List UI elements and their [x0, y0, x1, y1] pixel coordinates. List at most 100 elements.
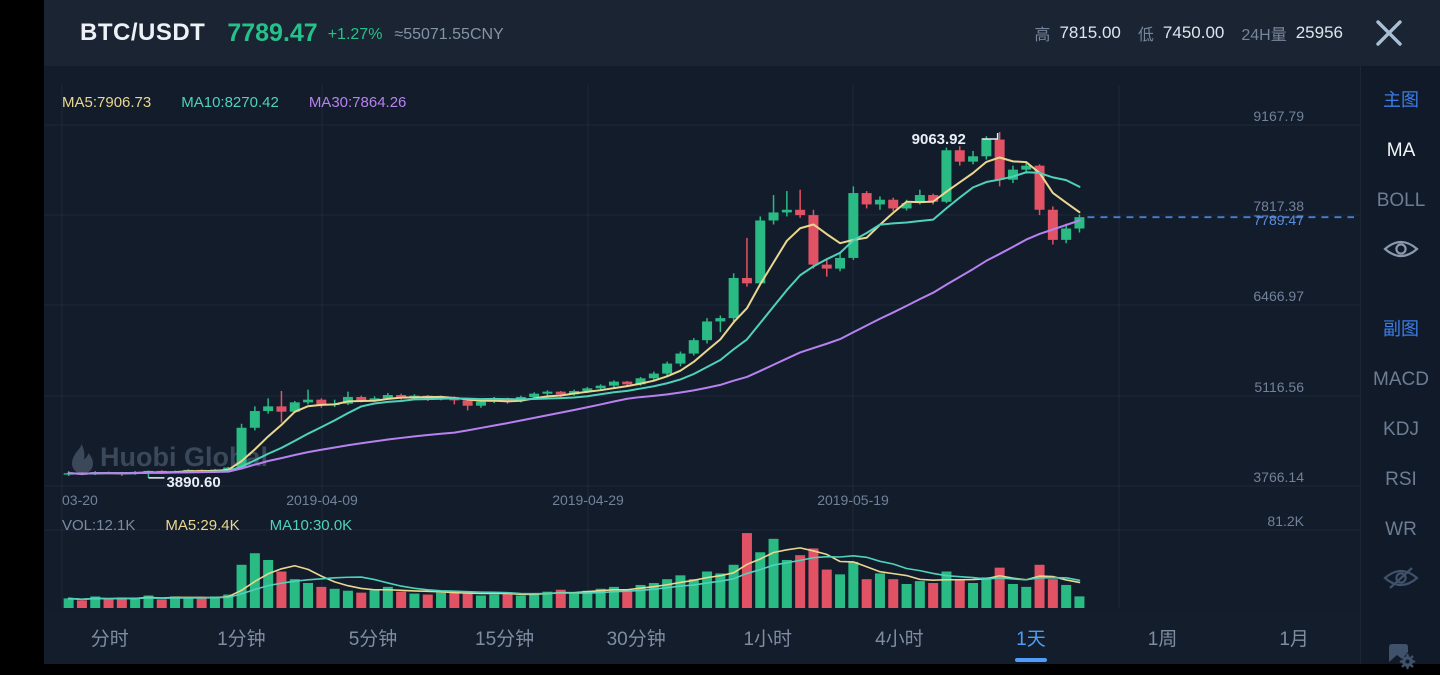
candle-body	[941, 150, 952, 202]
candle-body	[781, 209, 792, 213]
tab-5[interactable]: 30分钟	[606, 628, 666, 650]
candle-body	[715, 318, 726, 322]
price-axis-label: 7817.38	[1253, 198, 1304, 214]
tab-1[interactable]: 分时	[90, 628, 129, 650]
eye-icon[interactable]	[1361, 236, 1440, 267]
volume-bar	[529, 593, 540, 608]
indicator-boll[interactable]: BOLL	[1376, 190, 1426, 211]
volume-bar	[808, 548, 819, 608]
volume-bar	[954, 579, 965, 608]
candle-body	[316, 399, 327, 405]
ma-label: MA10:8270.42	[181, 94, 279, 111]
volume-bar	[595, 588, 606, 608]
indicator-wr[interactable]: WR	[1385, 519, 1417, 540]
tab-10[interactable]: 1月	[1279, 628, 1309, 650]
tab-9[interactable]: 1周	[1147, 628, 1178, 650]
ma-label: MA30:7864.26	[308, 94, 407, 111]
candle-body	[529, 393, 540, 398]
tab-6[interactable]: 1小时	[743, 628, 793, 650]
close-icon[interactable]	[1372, 16, 1406, 50]
candle-body	[728, 277, 739, 319]
candle-body	[768, 212, 779, 221]
header-stats: 高 7815.00 低 7450.00 24H量 25956	[1034, 16, 1426, 50]
main-chart-section: 主图	[1383, 90, 1419, 110]
volume-bar	[994, 567, 1005, 608]
date-axis-label: 2019-04-29	[552, 492, 624, 508]
indicator-ma[interactable]: MA	[1386, 140, 1416, 161]
candle-body	[981, 139, 992, 157]
volume-bar	[1061, 584, 1072, 608]
volume-bar	[236, 564, 247, 608]
price-axis-label: 6466.97	[1253, 288, 1304, 304]
volume-bar	[342, 590, 353, 608]
candle-body	[223, 467, 234, 470]
date-axis-label: 2019-05-19	[817, 492, 889, 508]
indicator-rsi[interactable]: RSI	[1385, 469, 1417, 490]
volume-bar	[569, 592, 580, 608]
candle-body	[1007, 169, 1018, 180]
candle-body	[1074, 217, 1085, 229]
volume-bar	[63, 598, 74, 608]
cny-equivalent: ≈55071.55CNY	[394, 26, 504, 43]
volume-bar	[901, 583, 912, 608]
candle-body	[808, 215, 819, 265]
volume-bar	[1047, 579, 1058, 608]
ma-label: MA5:7906.73	[62, 94, 152, 111]
volume-bar	[462, 593, 473, 608]
volume-bar	[1034, 564, 1045, 608]
volume-bar	[289, 579, 300, 608]
volume-bar	[303, 583, 314, 608]
candle-body	[968, 156, 979, 162]
eye-off-icon[interactable]	[1361, 565, 1440, 596]
main-ma-legend: MA5:7906.73 MA10:8270.42 MA30:7864.26	[62, 94, 406, 111]
high-value: 7815.00	[1059, 23, 1121, 42]
candlestick-chart[interactable]: Huobi Global 9063.92 3890.60 MA5:7906.73 MA…	[44, 66, 1360, 612]
volume-bar	[968, 583, 979, 608]
volume-bar	[1021, 586, 1032, 608]
last-price: 7789.47	[227, 18, 318, 47]
candle-body	[635, 378, 646, 385]
tab-4[interactable]: 15分钟	[475, 628, 535, 650]
tab-7[interactable]: 4小时	[875, 628, 924, 650]
candle-body	[236, 427, 247, 468]
tab-3[interactable]: 5分钟	[348, 628, 398, 650]
volume-bar	[369, 589, 380, 608]
candle-body	[249, 411, 260, 428]
volume-bar	[888, 579, 899, 608]
chart-settings-icon[interactable]	[1361, 640, 1440, 675]
volume-bar	[316, 586, 327, 608]
vol-label: MA10:30.0K	[269, 517, 353, 534]
volume-bar	[396, 591, 407, 608]
tab-8-active[interactable]: 1天	[965, 610, 1097, 664]
candle-body	[382, 394, 393, 399]
indicator-sidebar: 主图 MA BOLL 副图 MACD KDJ RSI WR	[1360, 66, 1440, 670]
candle-body	[901, 203, 912, 209]
candle-body	[874, 199, 885, 205]
pair-title: BTC/USDT	[80, 19, 206, 46]
vol-label: VOL:12.1K	[62, 517, 136, 534]
low-annotation: 3890.60	[166, 474, 220, 491]
volume-bar	[489, 594, 500, 608]
ma-line	[67, 156, 1081, 475]
volume-axis-label: 81.2K	[1267, 513, 1304, 529]
tab-2[interactable]: 1分钟	[217, 628, 266, 650]
ma-line	[67, 547, 1081, 601]
header: BTC/USDT 7789.47 +1.27% ≈55071.55CNY 高 7…	[44, 0, 1440, 66]
volume-bar	[356, 592, 367, 608]
candle-body	[396, 394, 407, 398]
candle-body	[835, 257, 846, 269]
volume-bar	[648, 583, 659, 608]
price-axis-label: 5116.56	[1254, 379, 1304, 395]
volume-bar	[382, 586, 393, 608]
candle-body	[741, 277, 752, 284]
low-value: 7450.00	[1162, 23, 1225, 42]
volume-bar	[981, 577, 992, 608]
date-axis-label: 2019-04-09	[286, 492, 358, 508]
volume-bar	[728, 564, 739, 608]
volume-bar	[781, 559, 792, 608]
indicator-macd[interactable]: MACD	[1373, 369, 1429, 390]
volume-bar	[329, 588, 340, 608]
indicator-kdj[interactable]: KDJ	[1383, 419, 1419, 440]
candle-body	[675, 353, 686, 364]
volume-bar	[821, 569, 832, 608]
